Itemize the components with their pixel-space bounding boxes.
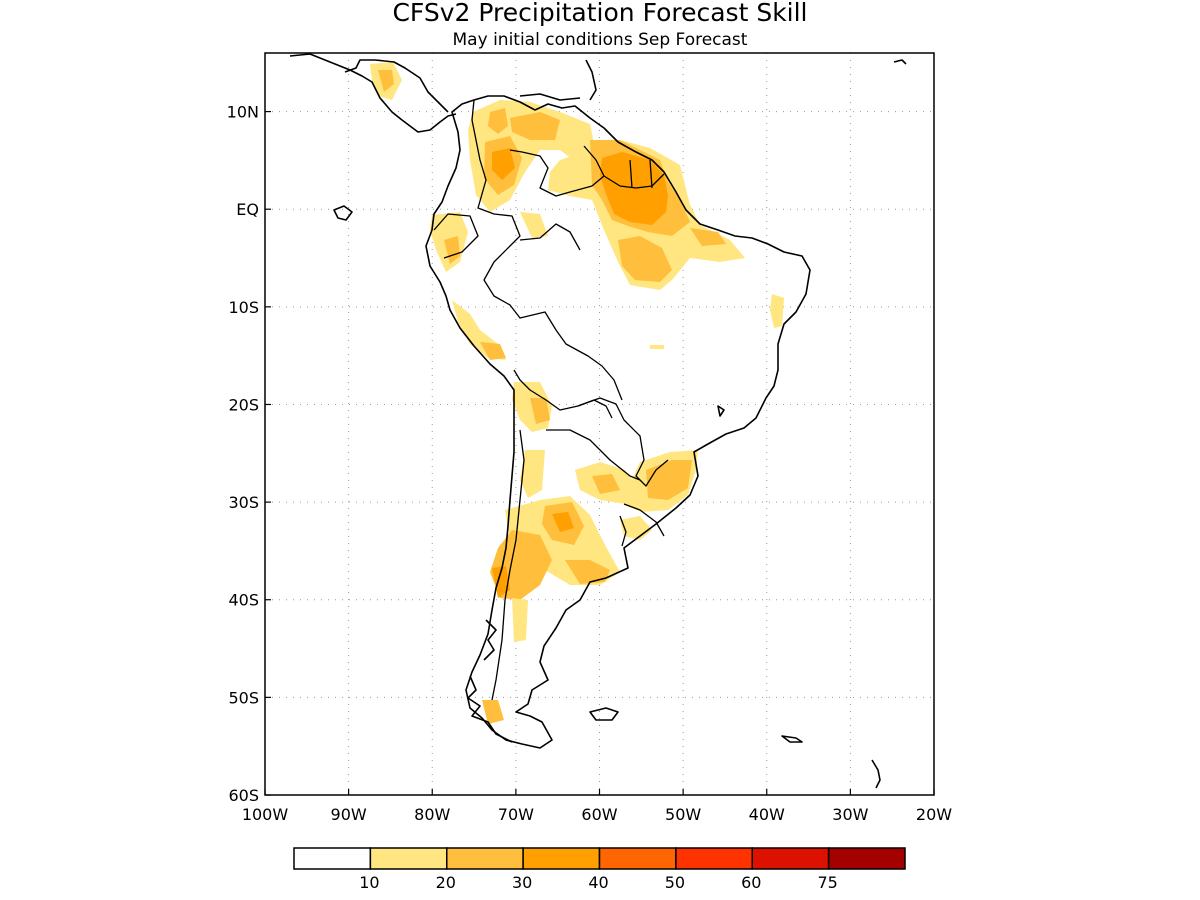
border-line — [649, 159, 653, 189]
border-line — [491, 429, 525, 701]
colorbar-label: 60 — [741, 873, 761, 892]
skill-patch — [565, 560, 610, 584]
central-america-coastline — [289, 53, 457, 133]
skill-patch — [444, 236, 460, 264]
border-line — [513, 369, 613, 419]
skill-patch — [552, 512, 574, 532]
atlantic-islands — [717, 405, 725, 417]
caribbean-islands — [585, 59, 597, 101]
colorbar-label: 10 — [359, 873, 379, 892]
skill-patch — [520, 450, 545, 498]
colorbar-label: 30 — [512, 873, 532, 892]
border-line — [629, 159, 633, 189]
lon-tick-label: 70W — [498, 805, 534, 824]
border-line — [623, 503, 665, 537]
grid-lines — [264, 53, 935, 796]
colorbar-label: 75 — [817, 873, 837, 892]
skill-patch — [512, 598, 528, 642]
lon-tick-label: 80W — [414, 805, 450, 824]
central-america-coastline — [344, 59, 449, 113]
south-america-coastline — [425, 95, 811, 749]
lat-tick-label: 20S — [228, 395, 259, 414]
border-line — [433, 213, 479, 259]
lat-tick-label: 40S — [228, 591, 259, 610]
caribbean-islands — [519, 93, 581, 101]
lat-tick-label: 10S — [228, 298, 259, 317]
skill-patch — [530, 398, 550, 424]
colorbar-swatch — [675, 847, 753, 870]
border-line — [471, 99, 623, 401]
falkland-islands — [589, 707, 619, 721]
country-borders — [433, 99, 669, 701]
skill-patch — [520, 212, 548, 238]
lon-tick-label: 30W — [832, 805, 868, 824]
skill-patch — [690, 228, 726, 246]
lat-tick-label: 60S — [228, 786, 259, 805]
lat-tick-labels: 10N EQ 10S 20S 30S 40S 50S 60S — [227, 103, 259, 805]
map-frame — [264, 52, 935, 796]
colorbar-label: 50 — [665, 873, 685, 892]
skill-patch — [378, 70, 394, 92]
lon-tick-label: 60W — [581, 805, 617, 824]
lat-tick-label: 10N — [227, 103, 259, 122]
atlantic-islands — [893, 59, 907, 65]
coastlines — [289, 53, 907, 789]
border-line — [546, 429, 641, 481]
colorbar-swatch — [598, 847, 677, 870]
skill-patch — [510, 112, 560, 140]
skill-patch — [592, 474, 620, 494]
skill-patch — [646, 460, 692, 500]
border-line — [603, 173, 665, 189]
border-line — [619, 515, 627, 547]
lon-tick-label: 20W — [916, 805, 952, 824]
south-georgia-island — [781, 735, 803, 743]
galapagos-islands — [333, 205, 353, 221]
colorbar-swatch — [827, 847, 906, 870]
border-line — [519, 223, 581, 251]
skill-patch — [492, 148, 515, 180]
skill-patch — [618, 236, 672, 282]
colorbar-swatch — [446, 847, 524, 870]
lat-tick-label: EQ — [236, 200, 259, 219]
skill-patch — [650, 345, 664, 349]
colorbar: 10 20 30 40 50 60 75 — [293, 847, 906, 892]
skill-shading — [370, 62, 784, 724]
skill-patch — [492, 566, 510, 598]
lat-tick-label: 50S — [228, 688, 259, 707]
lon-tick-label: 90W — [331, 805, 367, 824]
colorbar-swatch — [522, 847, 601, 870]
colorbar-label: 20 — [436, 873, 456, 892]
colorbar-swatch — [751, 847, 830, 870]
skill-patch — [488, 108, 508, 134]
map-title: CFSv2 Precipitation Forecast Skill — [392, 0, 807, 27]
chile-fjords — [483, 619, 497, 661]
border-line — [577, 397, 669, 487]
colorbar-swatch — [293, 847, 372, 870]
chile-fjords — [467, 675, 513, 743]
skill-patch — [770, 294, 784, 328]
skill-patch — [480, 342, 506, 360]
colorbar-label: 40 — [588, 873, 608, 892]
lon-tick-labels: 100W 90W 80W 70W 60W 50W 40W 30W 20W — [242, 805, 952, 824]
skill-patch — [482, 700, 504, 724]
colorbar-swatch — [369, 847, 448, 870]
lon-tick-label: 100W — [242, 805, 289, 824]
atlantic-islands — [871, 759, 881, 789]
lon-tick-label: 40W — [749, 805, 785, 824]
map-subtitle: May initial conditions Sep Forecast — [453, 30, 748, 50]
lat-tick-label: 30S — [228, 493, 259, 512]
lon-tick-label: 50W — [665, 805, 701, 824]
border-line — [509, 145, 605, 197]
